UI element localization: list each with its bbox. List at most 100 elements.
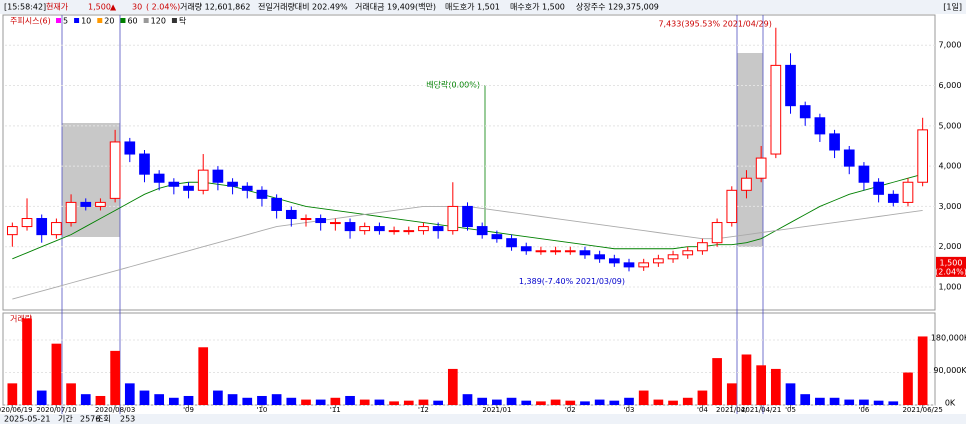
marker-lines bbox=[61, 15, 764, 415]
candle-body bbox=[95, 201, 106, 207]
candle-body bbox=[139, 153, 150, 175]
y-tick-label: 1,000 bbox=[939, 283, 962, 292]
x-tick-label: '10 bbox=[257, 406, 268, 414]
volume-bar bbox=[359, 399, 370, 405]
volume-bar bbox=[330, 397, 341, 405]
volume-bar bbox=[815, 397, 825, 405]
candle-body bbox=[256, 189, 268, 199]
candle-body bbox=[476, 226, 488, 236]
volume-bar bbox=[844, 399, 855, 405]
ask: 매도호가 1,501 bbox=[445, 3, 500, 12]
y-tick-label: 2,000 bbox=[939, 242, 962, 251]
candle-body bbox=[271, 197, 282, 211]
candle-body bbox=[829, 133, 840, 151]
legend-label: 120 bbox=[151, 17, 166, 26]
volume-bar bbox=[433, 400, 443, 405]
volume-bar bbox=[712, 358, 722, 405]
candle-body bbox=[697, 242, 708, 252]
volume-bar bbox=[741, 354, 752, 405]
candle-body bbox=[755, 157, 767, 179]
volume-bar bbox=[638, 390, 649, 405]
candle-body bbox=[36, 218, 48, 236]
volume-bar bbox=[521, 400, 532, 405]
price-label: 현재가 bbox=[46, 3, 69, 12]
footer-count: 253 bbox=[120, 415, 135, 424]
volume-bar bbox=[770, 368, 781, 405]
x-tick-label: '09 bbox=[183, 406, 194, 414]
legend-title: 주피시스(6) bbox=[10, 17, 51, 26]
volume-bar bbox=[477, 397, 488, 405]
volume-bar bbox=[550, 399, 561, 405]
candle-body bbox=[388, 230, 400, 233]
candle-body bbox=[564, 250, 576, 253]
y-tick-label: 0K bbox=[945, 399, 956, 408]
candle-body bbox=[594, 254, 605, 260]
candle-body bbox=[51, 222, 62, 236]
volume-ratio: 전일거래량대비 202.49% bbox=[258, 2, 348, 12]
x-tick-label: 2020/07/10 bbox=[36, 406, 76, 414]
volume-bar bbox=[785, 383, 796, 405]
footer-query: 조회 bbox=[96, 415, 111, 424]
time: [15:58:42] bbox=[4, 3, 46, 12]
volume-bar bbox=[345, 395, 355, 405]
volume-bar bbox=[682, 397, 693, 405]
candle-body bbox=[917, 129, 929, 183]
volume-bar bbox=[609, 400, 620, 405]
volume-bar bbox=[418, 399, 429, 405]
legend-swatch bbox=[143, 18, 149, 23]
volume-bar bbox=[51, 343, 62, 405]
candle-body bbox=[550, 250, 561, 253]
x-tick-label: 2021/06/25 bbox=[902, 406, 942, 414]
volume-bar bbox=[271, 394, 282, 405]
y-tick-label: 3,000 bbox=[939, 202, 962, 211]
legend-label: 5 bbox=[63, 17, 68, 26]
info-bar bbox=[0, 0, 966, 14]
volume-bar bbox=[198, 347, 209, 405]
candle-body bbox=[418, 226, 429, 232]
volume-bar bbox=[829, 397, 840, 405]
y-tick-label: 90,000K bbox=[933, 366, 966, 375]
candle-body bbox=[65, 201, 77, 224]
volume-bar bbox=[726, 383, 737, 405]
x-tick-label: '02 bbox=[565, 406, 576, 414]
volume-bar bbox=[301, 399, 311, 405]
volume-bar bbox=[36, 390, 47, 405]
candle-body bbox=[638, 262, 650, 268]
volume-bar bbox=[183, 395, 194, 405]
bid: 매수호가 1,500 bbox=[510, 3, 565, 12]
volume-bar bbox=[286, 397, 297, 405]
candle-body bbox=[359, 226, 371, 232]
volume-bar bbox=[315, 399, 326, 405]
current-price: 1,500 bbox=[940, 258, 963, 267]
volume-bar bbox=[903, 372, 913, 405]
volume-bar bbox=[227, 394, 238, 405]
candle-body bbox=[153, 173, 165, 183]
volume-bar bbox=[389, 401, 399, 405]
candle-body bbox=[667, 254, 679, 260]
legend-label: 60 bbox=[127, 17, 137, 26]
volume-bar bbox=[697, 390, 708, 405]
high-note: 7,433(395.53% 2021/04/29) bbox=[658, 19, 771, 28]
candle-body bbox=[168, 181, 180, 187]
volume-bar bbox=[154, 394, 165, 405]
x-tick-label: '06 bbox=[859, 406, 870, 414]
volume-bar bbox=[257, 395, 267, 405]
candle-body bbox=[6, 226, 18, 236]
candle-body bbox=[300, 218, 312, 221]
price-pane bbox=[2, 14, 936, 311]
x-tick-label: '05 bbox=[785, 406, 796, 414]
x-tick-label: 2021/04/ bbox=[716, 406, 748, 414]
volume-bar bbox=[492, 399, 502, 405]
candle-body bbox=[183, 185, 194, 191]
candle-body bbox=[403, 230, 415, 233]
dividend-note: 배당락(0.00%) bbox=[426, 80, 480, 90]
y-tick-label: 5,000 bbox=[939, 121, 962, 130]
y-tick-label: 7,000 bbox=[939, 41, 962, 50]
candle-body bbox=[608, 258, 620, 264]
volume-bar bbox=[110, 350, 120, 405]
volume-bar bbox=[756, 365, 766, 405]
candle-body bbox=[432, 226, 444, 232]
candle-body bbox=[535, 250, 547, 253]
candle-body bbox=[330, 222, 341, 225]
